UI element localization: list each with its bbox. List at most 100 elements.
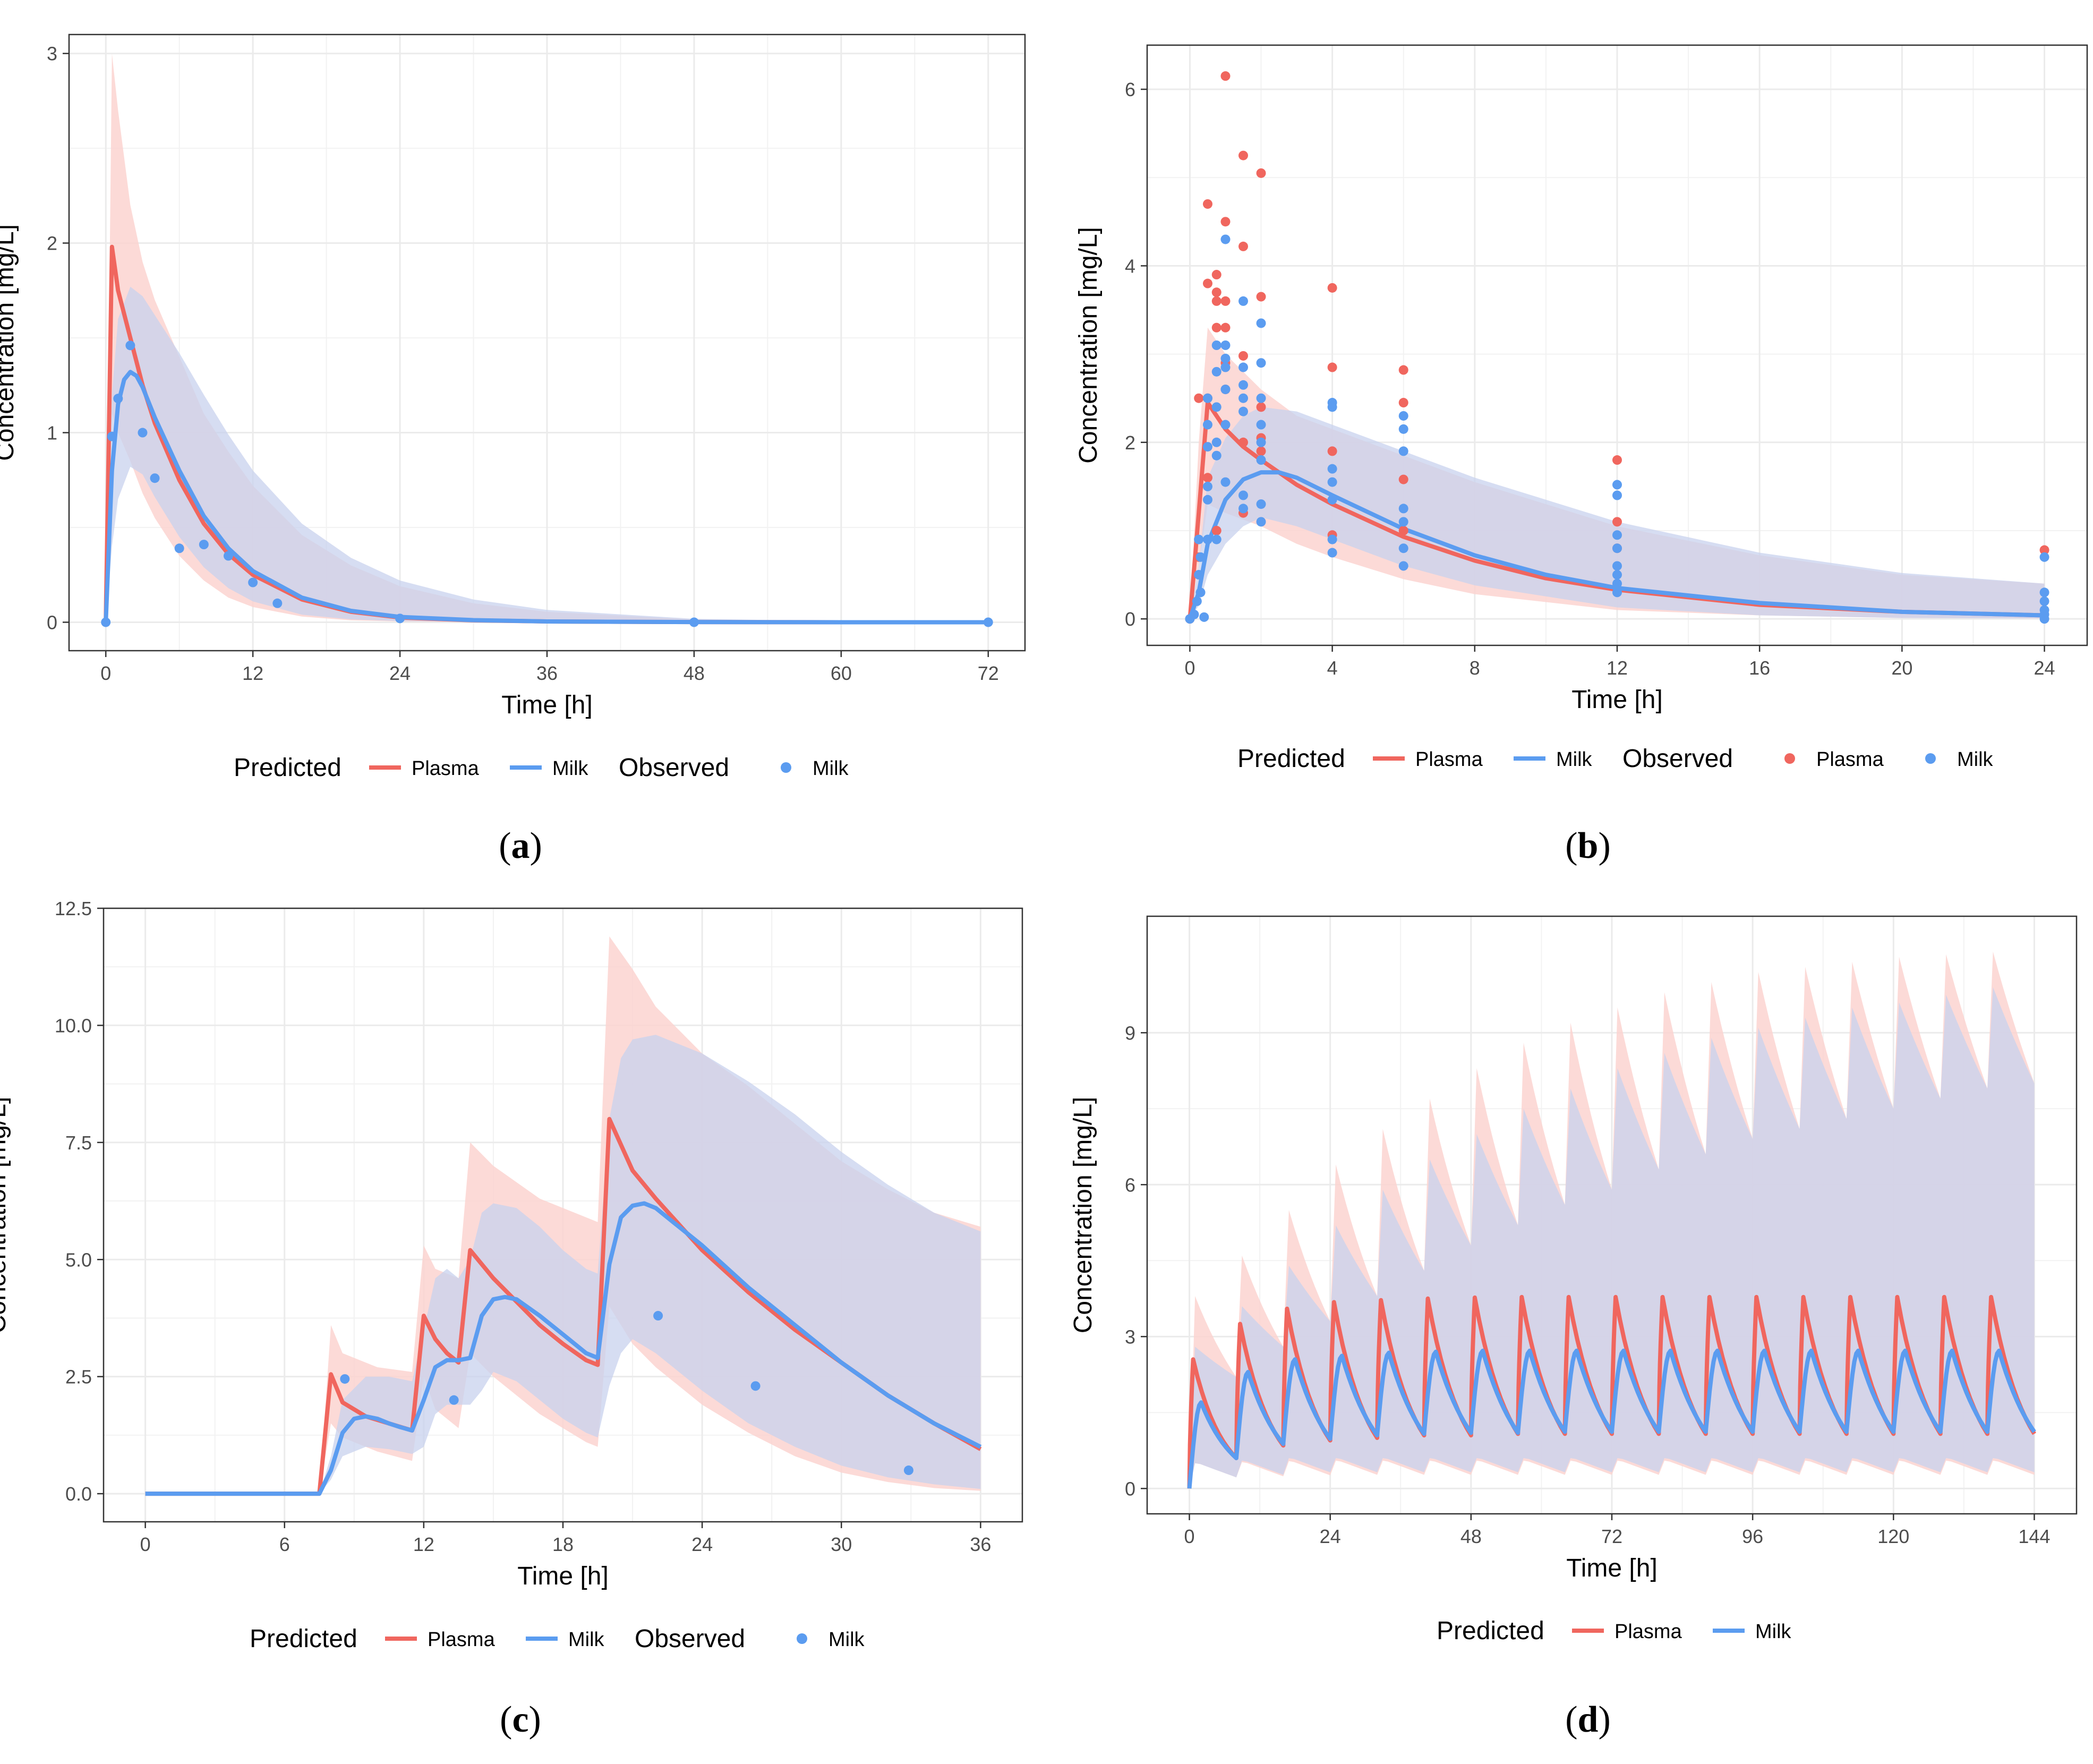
observed-point-milk <box>2039 552 2049 562</box>
observed-point-plasma <box>1211 296 1221 306</box>
panel-label-b: (b) <box>1565 825 1611 866</box>
observed-point-plasma <box>1220 296 1231 306</box>
y-tick-label: 3 <box>1125 1326 1135 1348</box>
observed-point-milk <box>903 1465 913 1476</box>
observed-point-milk <box>1398 561 1408 571</box>
y-axis-title: Concentration [mg/L] <box>0 1097 11 1334</box>
legend-title-observed: Observed <box>635 1625 745 1653</box>
legend: Predicted Plasma Milk Observed Plasma Milk <box>1237 745 1994 773</box>
x-tick-label: 72 <box>978 662 999 684</box>
legend-key-point-milk <box>1925 753 1936 764</box>
x-tick-label: 0 <box>1184 657 1195 679</box>
y-tick-label: 0 <box>47 611 57 633</box>
x-axis-title: Time [h] <box>501 691 593 719</box>
observed-point-milk <box>1398 517 1408 527</box>
x-tick-label: 6 <box>279 1533 290 1555</box>
x-tick-label: 60 <box>831 662 852 684</box>
y-tick-label: 10.0 <box>55 1015 92 1036</box>
observed-point-milk <box>125 340 135 351</box>
y-tick-label: 0.0 <box>65 1483 92 1505</box>
x-tick-label: 36 <box>536 662 558 684</box>
observed-point-milk <box>1220 340 1231 350</box>
observed-point-milk <box>1220 385 1231 395</box>
band-plasma <box>106 53 988 623</box>
observed-point-plasma <box>1256 446 1266 456</box>
observed-point-milk <box>1256 455 1266 465</box>
y-tick-label: 5.0 <box>65 1249 92 1271</box>
line-milk-predicted <box>104 370 988 625</box>
observed-point-milk <box>1220 353 1231 363</box>
chart-panel-d: 0 24 48 72 96 120 144 0 3 6 9 Time [h] Concentration… <box>1069 915 2078 1740</box>
observed-point-milk <box>1398 411 1408 421</box>
observed-point-plasma <box>1327 446 1337 456</box>
x-tick-label: 20 <box>1891 657 1912 679</box>
y-tick-label: 9 <box>1125 1022 1135 1044</box>
y-tick-label: 6 <box>1125 79 1135 100</box>
observed-point-milk <box>107 431 117 441</box>
observed-point-milk <box>1398 446 1408 456</box>
observed-point-plasma <box>1398 474 1408 484</box>
legend-label-predicted-plasma: Plasma <box>1614 1621 1682 1643</box>
observed-point-milk <box>395 613 405 624</box>
legend-key-point-plasma <box>1784 753 1795 764</box>
observed-point-milk <box>1211 437 1221 447</box>
observed-point-plasma <box>2039 545 2049 555</box>
observed-point-plasma <box>1327 362 1337 372</box>
legend-label-observed-milk: Milk <box>1957 748 1994 771</box>
y-tick-label: 0 <box>1125 608 1135 630</box>
legend: Predicted Plasma Milk Observed Milk <box>234 754 849 782</box>
observed-point-plasma <box>1256 402 1266 412</box>
legend-key-point-milk <box>781 762 791 773</box>
legend: Predicted Plasma Milk Observed Milk <box>250 1625 865 1653</box>
x-tick-label: 96 <box>1742 1526 1763 1547</box>
legend-title-predicted: Predicted <box>1437 1617 1544 1645</box>
observed-point-milk <box>1256 358 1266 368</box>
legend: Predicted Plasma Milk <box>1437 1617 1792 1645</box>
legend-title-observed: Observed <box>619 754 729 782</box>
observed-point-milk <box>1398 504 1408 514</box>
observed-point-milk <box>1612 530 1622 540</box>
x-tick-label: 36 <box>970 1533 991 1555</box>
x-tick-label: 120 <box>1877 1526 1909 1547</box>
x-tick-label: 48 <box>684 662 705 684</box>
line-milk-predicted <box>1187 1349 2036 1489</box>
x-tick-label: 0 <box>100 662 111 684</box>
observed-point-milk <box>1612 578 1622 589</box>
observed-point-milk <box>2039 587 2049 598</box>
legend-label-predicted-milk: Milk <box>1755 1621 1792 1643</box>
observed-point-milk <box>1238 406 1249 416</box>
observed-point-milk <box>1256 393 1266 403</box>
legend-title-predicted: Predicted <box>250 1625 357 1653</box>
observed-point-plasma <box>1612 517 1622 527</box>
observed-point-milk <box>1327 477 1337 487</box>
observed-point-milk <box>1220 420 1231 430</box>
observed-point-milk <box>1202 534 1212 544</box>
x-tick-label: 4 <box>1327 657 1338 679</box>
observed-point-milk <box>689 617 699 627</box>
legend-label-predicted-plasma: Plasma <box>1415 748 1483 771</box>
observed-point-milk <box>1256 499 1266 509</box>
observed-point-milk <box>1238 393 1249 403</box>
data-layer <box>101 53 993 627</box>
observed-point-milk <box>1238 362 1249 372</box>
y-tick-label: 0 <box>1125 1478 1135 1499</box>
legend-label-predicted-milk: Milk <box>552 757 589 780</box>
y-axis-title: Concentration [mg/L] <box>1069 1097 1097 1334</box>
observed-point-plasma <box>1238 150 1249 160</box>
observed-point-plasma <box>1202 199 1212 209</box>
observed-point-plasma <box>1612 455 1622 465</box>
observed-point-plasma <box>1238 437 1249 447</box>
observed-point-milk <box>1327 548 1337 558</box>
observed-point-milk <box>1612 480 1622 490</box>
observed-point-plasma <box>1194 393 1204 403</box>
observed-point-milk <box>1612 490 1622 500</box>
observed-point-milk <box>1202 420 1212 430</box>
band-milk <box>145 1035 981 1494</box>
observed-point-plasma <box>1398 398 1408 408</box>
observed-point-milk <box>224 551 233 561</box>
observed-point-plasma <box>1256 292 1266 302</box>
observed-point-milk <box>150 473 160 483</box>
observed-point-milk <box>1238 490 1249 500</box>
observed-point-milk <box>1220 362 1231 372</box>
